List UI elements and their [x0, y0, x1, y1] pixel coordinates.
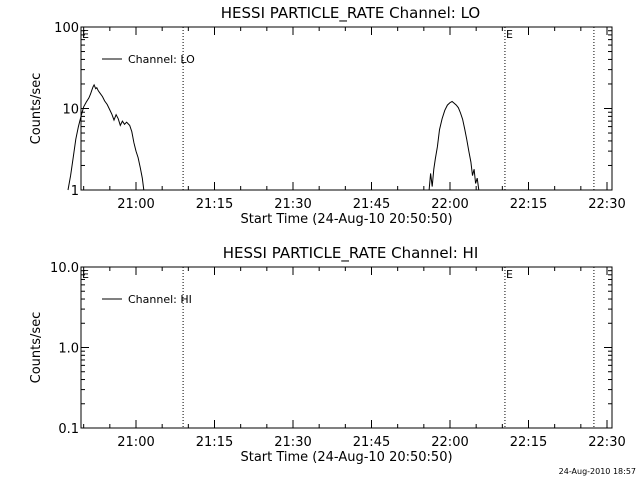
legend-label: Channel: HI	[128, 293, 192, 306]
y-tick-label: 1.0	[58, 342, 79, 357]
chart-title: HESSI PARTICLE_RATE Channel: HI	[223, 244, 479, 263]
y-axis-label: Counts/sec	[29, 312, 44, 384]
footer-date: 24-Aug-2010 18:57	[559, 467, 636, 476]
x-tick-label: 21:30	[274, 197, 311, 212]
y-tick-label: 10.0	[50, 261, 79, 276]
x-tick-label: 22:15	[510, 435, 547, 450]
x-tick-label: 21:15	[196, 197, 233, 212]
x-tick-label: 21:30	[274, 435, 311, 450]
x-tick-label: 22:30	[588, 197, 625, 212]
x-axis-label: Start Time (24-Aug-10 20:50:50)	[240, 450, 452, 465]
x-tick-label: 22:30	[588, 435, 625, 450]
x-tick-label: 21:45	[353, 435, 390, 450]
x-tick-label: 21:45	[353, 197, 390, 212]
series-line	[67, 83, 145, 191]
plot-frame	[80, 26, 613, 191]
chart-title: HESSI PARTICLE_RATE Channel: LO	[221, 4, 480, 23]
x-tick-label: 22:15	[510, 197, 547, 212]
x-tick-label: 21:15	[196, 435, 233, 450]
event-marker-label: E	[506, 28, 513, 41]
y-tick-label: 10	[62, 103, 79, 118]
x-tick-label: 22:00	[431, 197, 468, 212]
y-tick-label: 0.1	[58, 422, 79, 437]
series-line	[428, 100, 480, 191]
event-marker-label: E	[82, 268, 89, 281]
x-tick-label: 21:00	[117, 197, 154, 212]
legend-label: Channel: LO	[128, 53, 195, 66]
panel-hi: HESSI PARTICLE_RATE Channel: HI 21:00 21:1…	[29, 244, 626, 465]
y-tick-label: 100	[54, 21, 79, 36]
x-tick-label: 21:00	[117, 435, 154, 450]
plot-frame	[80, 266, 613, 429]
panel-lo: HESSI PARTICLE_RATE Channel: LO 21:00 21:1…	[29, 4, 626, 227]
y-tick-label: 1	[71, 184, 79, 199]
event-marker-label: E	[506, 268, 513, 281]
x-tick-label: 22:00	[431, 435, 468, 450]
event-marker-label: E	[82, 28, 89, 41]
y-axis-label: Counts/sec	[29, 73, 44, 145]
x-axis-label: Start Time (24-Aug-10 20:50:50)	[240, 212, 452, 227]
